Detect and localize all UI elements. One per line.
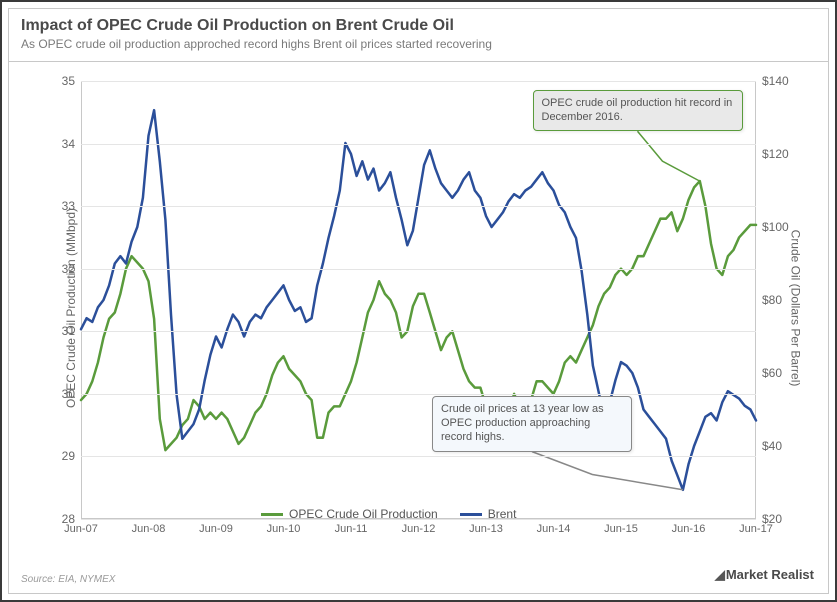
callout-tail <box>638 131 700 181</box>
chart-header: Impact of OPEC Crude Oil Production on B… <box>9 9 828 62</box>
gridline <box>81 331 756 332</box>
y-tick-left: 34 <box>62 137 75 151</box>
callout: OPEC crude oil production hit record in … <box>533 90 743 132</box>
y-tick-left: 29 <box>62 449 75 463</box>
gridline <box>81 206 756 207</box>
x-tick: Jun-17 <box>739 523 773 535</box>
y-tick-right: $60 <box>762 366 782 380</box>
legend-swatch <box>460 513 482 516</box>
y-tick-right: $80 <box>762 293 782 307</box>
chart-area: OPEC Crude Oil Production (MMbpd) Crude … <box>17 67 820 549</box>
chart-inner: Impact of OPEC Crude Oil Production on B… <box>8 8 829 594</box>
gridline <box>81 456 756 457</box>
legend-item: Brent <box>460 507 517 521</box>
series-line-opec-crude-oil-production <box>81 181 756 450</box>
x-tick: Jun-10 <box>267 523 301 535</box>
x-tick: Jun-15 <box>604 523 638 535</box>
series-line-brent <box>81 110 756 490</box>
x-tick: Jun-16 <box>672 523 706 535</box>
x-tick: Jun-12 <box>402 523 436 535</box>
source-footer: Source: EIA, NYMEX <box>21 574 115 585</box>
y-tick-left: 30 <box>62 387 75 401</box>
callout: Crude oil prices at 13 year low as OPEC … <box>432 396 632 451</box>
legend-item: OPEC Crude Oil Production <box>261 507 438 521</box>
y-tick-right: $40 <box>762 439 782 453</box>
y-tick-right: $140 <box>762 74 789 88</box>
plot-region: 2829303132333435$20$40$60$80$100$120$140… <box>81 81 756 519</box>
y-tick-right: $120 <box>762 147 789 161</box>
x-tick: Jun-13 <box>469 523 503 535</box>
chart-card: Impact of OPEC Crude Oil Production on B… <box>0 0 837 602</box>
brand-text: Market Realist <box>726 567 814 582</box>
legend-swatch <box>261 513 283 516</box>
y-tick-left: 33 <box>62 199 75 213</box>
y-tick-right: $100 <box>762 220 789 234</box>
gridline <box>81 144 756 145</box>
legend-label: OPEC Crude Oil Production <box>289 507 438 521</box>
y-axis-right-label: Crude Oil (Dollars Per Barrel) <box>789 230 803 387</box>
chart-subtitle: As OPEC crude oil production approched r… <box>21 37 816 51</box>
gridline <box>81 269 756 270</box>
brand-dot-icon: ◢ <box>715 567 725 582</box>
legend: OPEC Crude Oil Production Brent <box>261 507 516 521</box>
brand-logo: ◢Market Realist <box>715 567 814 583</box>
y-tick-left: 35 <box>62 74 75 88</box>
gridline <box>81 81 756 82</box>
x-tick: Jun-08 <box>132 523 166 535</box>
x-tick: Jun-14 <box>537 523 571 535</box>
x-tick: Jun-07 <box>64 523 98 535</box>
legend-label: Brent <box>488 507 517 521</box>
x-tick: Jun-09 <box>199 523 233 535</box>
x-tick: Jun-11 <box>335 523 368 535</box>
chart-title: Impact of OPEC Crude Oil Production on B… <box>21 17 816 35</box>
gridline <box>81 394 756 395</box>
y-axis-left-label: OPEC Crude Oil Production (MMbpd) <box>64 208 78 408</box>
y-tick-left: 32 <box>62 262 75 276</box>
y-tick-left: 31 <box>62 324 75 338</box>
line-canvas <box>81 81 756 519</box>
